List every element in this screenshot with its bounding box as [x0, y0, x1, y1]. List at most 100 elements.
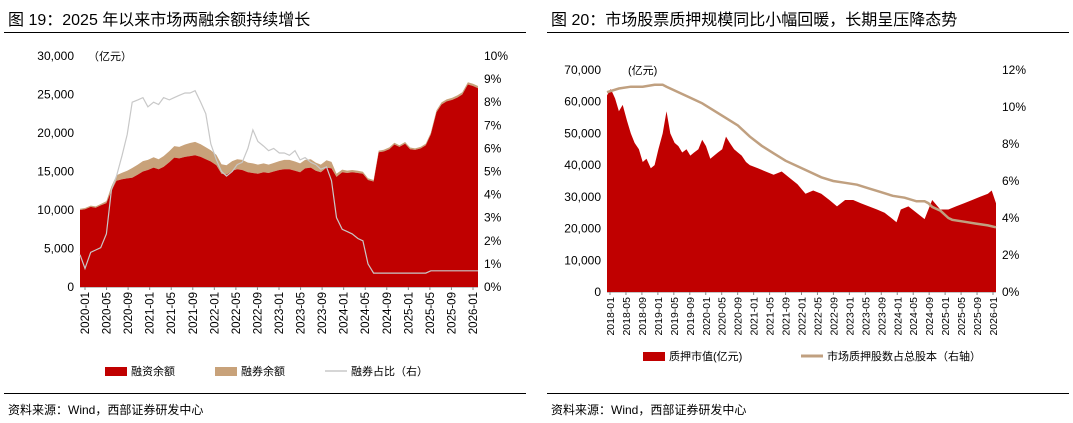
y-right-tick-label: 0% — [484, 280, 502, 294]
y-left-tick-label: 25,000 — [37, 88, 74, 102]
y-right-tick-label: 8% — [484, 95, 502, 109]
y-left-tick-label: 40,000 — [564, 158, 601, 172]
x-tick-label: 2024-01 — [339, 292, 351, 334]
y-left-tick-label: 10,000 — [564, 253, 601, 267]
x-tick-label: 2024-09 — [382, 292, 394, 334]
legend-swatch — [215, 367, 237, 376]
x-tick-label: 2020-01 — [80, 292, 92, 334]
x-tick-label: 2022-01 — [209, 292, 221, 334]
x-tick-label: 2025-05 — [425, 292, 437, 334]
left-chart: 0 5,000 10,000 15,000 20,000 25,000 30,000 0% 1%… — [37, 49, 508, 378]
left-figure-panel: 图 19：2025 年以来市场两融余额持续增长 0 5,000 10,000 15,0… — [0, 0, 530, 423]
x-tick-label: 2021-05 — [765, 297, 777, 336]
right-source-note: 资料来源：Wind，西部证券研发中心 — [551, 403, 747, 417]
x-tick-label: 2025-09 — [972, 297, 984, 336]
left-source-note: 资料来源：Wind，西部证券研发中心 — [8, 403, 204, 417]
x-tick-label: 2019-01 — [653, 297, 665, 336]
y-left-tick-label: 0 — [594, 285, 601, 299]
right-source-rule — [547, 393, 1069, 394]
y-left-tick-label: 60,000 — [564, 95, 601, 109]
y-right-tick-label: 6% — [1002, 174, 1020, 188]
x-tick-label: 2026-01 — [988, 297, 1000, 336]
x-tick-label: 2023-01 — [274, 292, 286, 334]
x-tick-label: 2019-09 — [685, 297, 697, 336]
x-tick-label: 2023-05 — [296, 292, 308, 334]
x-tick-label: 2019-05 — [669, 297, 681, 336]
y-right-tick-label: 5% — [484, 165, 502, 179]
y-left-tick-label: 10,000 — [37, 203, 74, 217]
y-left-tick-label: 30,000 — [564, 190, 601, 204]
x-tick-label: 2022-05 — [812, 297, 824, 336]
left-title-rule — [4, 32, 526, 33]
x-tick-label: 2025-01 — [403, 292, 415, 334]
right-figure-panel: 图 20：市场股票质押规模同比小幅回暖，长期呈压降态势 0 10,000 20,00… — [543, 0, 1073, 423]
y-right-tick-label: 4% — [484, 188, 502, 202]
y-right-tick-label: 8% — [1002, 137, 1020, 151]
x-tick-label: 2023-09 — [876, 297, 888, 336]
y-right-tick-label: 1% — [484, 257, 502, 271]
series-area-融券余额 — [80, 82, 478, 210]
x-tick-label: 2018-01 — [605, 297, 617, 336]
x-tick-label: 2020-09 — [123, 292, 135, 334]
y-left-tick-label: 15,000 — [37, 165, 74, 179]
x-tick-label: 2021-05 — [166, 292, 178, 334]
series-line-融券占比（右） — [79, 89, 478, 274]
x-tick-label: 2022-09 — [252, 292, 264, 334]
left-figure-title: 图 19：2025 年以来市场两融余额持续增长 — [8, 12, 311, 29]
x-tick-label: 2024-01 — [892, 297, 904, 336]
x-tick-label: 2022-01 — [797, 297, 809, 336]
legend-swatch — [105, 367, 127, 376]
y-left-tick-label: 5,000 — [44, 242, 74, 256]
right-figure-title: 图 20：市场股票质押规模同比小幅回暖，长期呈压降态势 — [551, 12, 958, 29]
x-tick-label: 2018-09 — [637, 297, 649, 336]
y-left-tick-label: 0 — [67, 280, 74, 294]
series-area-质押市值(亿元) — [607, 89, 996, 292]
x-tick-label: 2018-05 — [621, 297, 633, 336]
x-tick-label: 2025-09 — [446, 292, 458, 334]
x-tick-label: 2021-01 — [749, 297, 761, 336]
y-left-tick-label: 30,000 — [37, 49, 74, 63]
x-tick-label: 2026-01 — [468, 292, 480, 334]
y-right-tick-label: 2% — [484, 234, 502, 248]
right-chart: 0 10,000 20,000 30,000 40,000 50,000 60,000 70,… — [564, 63, 1026, 363]
x-tick-label: 2023-05 — [860, 297, 872, 336]
y-right-tick-label: 10% — [484, 49, 508, 63]
x-tick-label: 2023-01 — [844, 297, 856, 336]
x-tick-label: 2021-09 — [781, 297, 793, 336]
legend-swatch — [643, 352, 665, 361]
series-area-融资余额 — [80, 84, 478, 287]
legend-label: 融券占比（右） — [351, 364, 428, 378]
right-title-rule — [547, 32, 1069, 33]
y-right-tick-label: 9% — [484, 72, 502, 86]
y-right-tick-label: 4% — [1002, 211, 1020, 225]
y-left-unit-label: （亿元） — [88, 50, 132, 63]
legend-label: 质押市值(亿元) — [669, 349, 742, 363]
x-tick-label: 2024-05 — [360, 292, 372, 334]
x-tick-label: 2020-09 — [733, 297, 745, 336]
y-right-tick-label: 7% — [484, 118, 502, 132]
y-right-tick-label: 3% — [484, 211, 502, 225]
x-tick-label: 2020-05 — [717, 297, 729, 336]
x-tick-label: 2025-01 — [940, 297, 952, 336]
legend-label: 融券余额 — [241, 364, 285, 378]
y-left-tick-label: 20,000 — [37, 126, 74, 140]
x-tick-label: 2022-05 — [231, 292, 243, 334]
y-right-tick-label: 2% — [1002, 248, 1020, 262]
x-tick-label: 2025-05 — [956, 297, 968, 336]
x-tick-label: 2024-05 — [908, 297, 920, 336]
y-right-tick-label: 12% — [1002, 63, 1026, 77]
x-tick-label: 2020-05 — [102, 292, 114, 334]
x-tick-label: 2020-01 — [701, 297, 713, 336]
x-tick-label: 2021-01 — [145, 292, 157, 334]
x-tick-label: 2021-09 — [188, 292, 200, 334]
series-line-市场质押股数占总股本（右轴） — [606, 83, 997, 229]
y-left-unit-label: (亿元) — [628, 64, 657, 77]
x-tick-label: 2023-09 — [317, 292, 329, 334]
y-left-tick-label: 20,000 — [564, 222, 601, 236]
legend-label: 市场质押股数占总股本（右轴） — [827, 349, 981, 363]
legend-label: 融资余额 — [131, 364, 175, 378]
y-right-tick-label: 0% — [1002, 285, 1020, 299]
y-right-tick-label: 10% — [1002, 100, 1026, 114]
y-right-tick-label: 6% — [484, 141, 502, 155]
left-source-rule — [4, 393, 526, 394]
